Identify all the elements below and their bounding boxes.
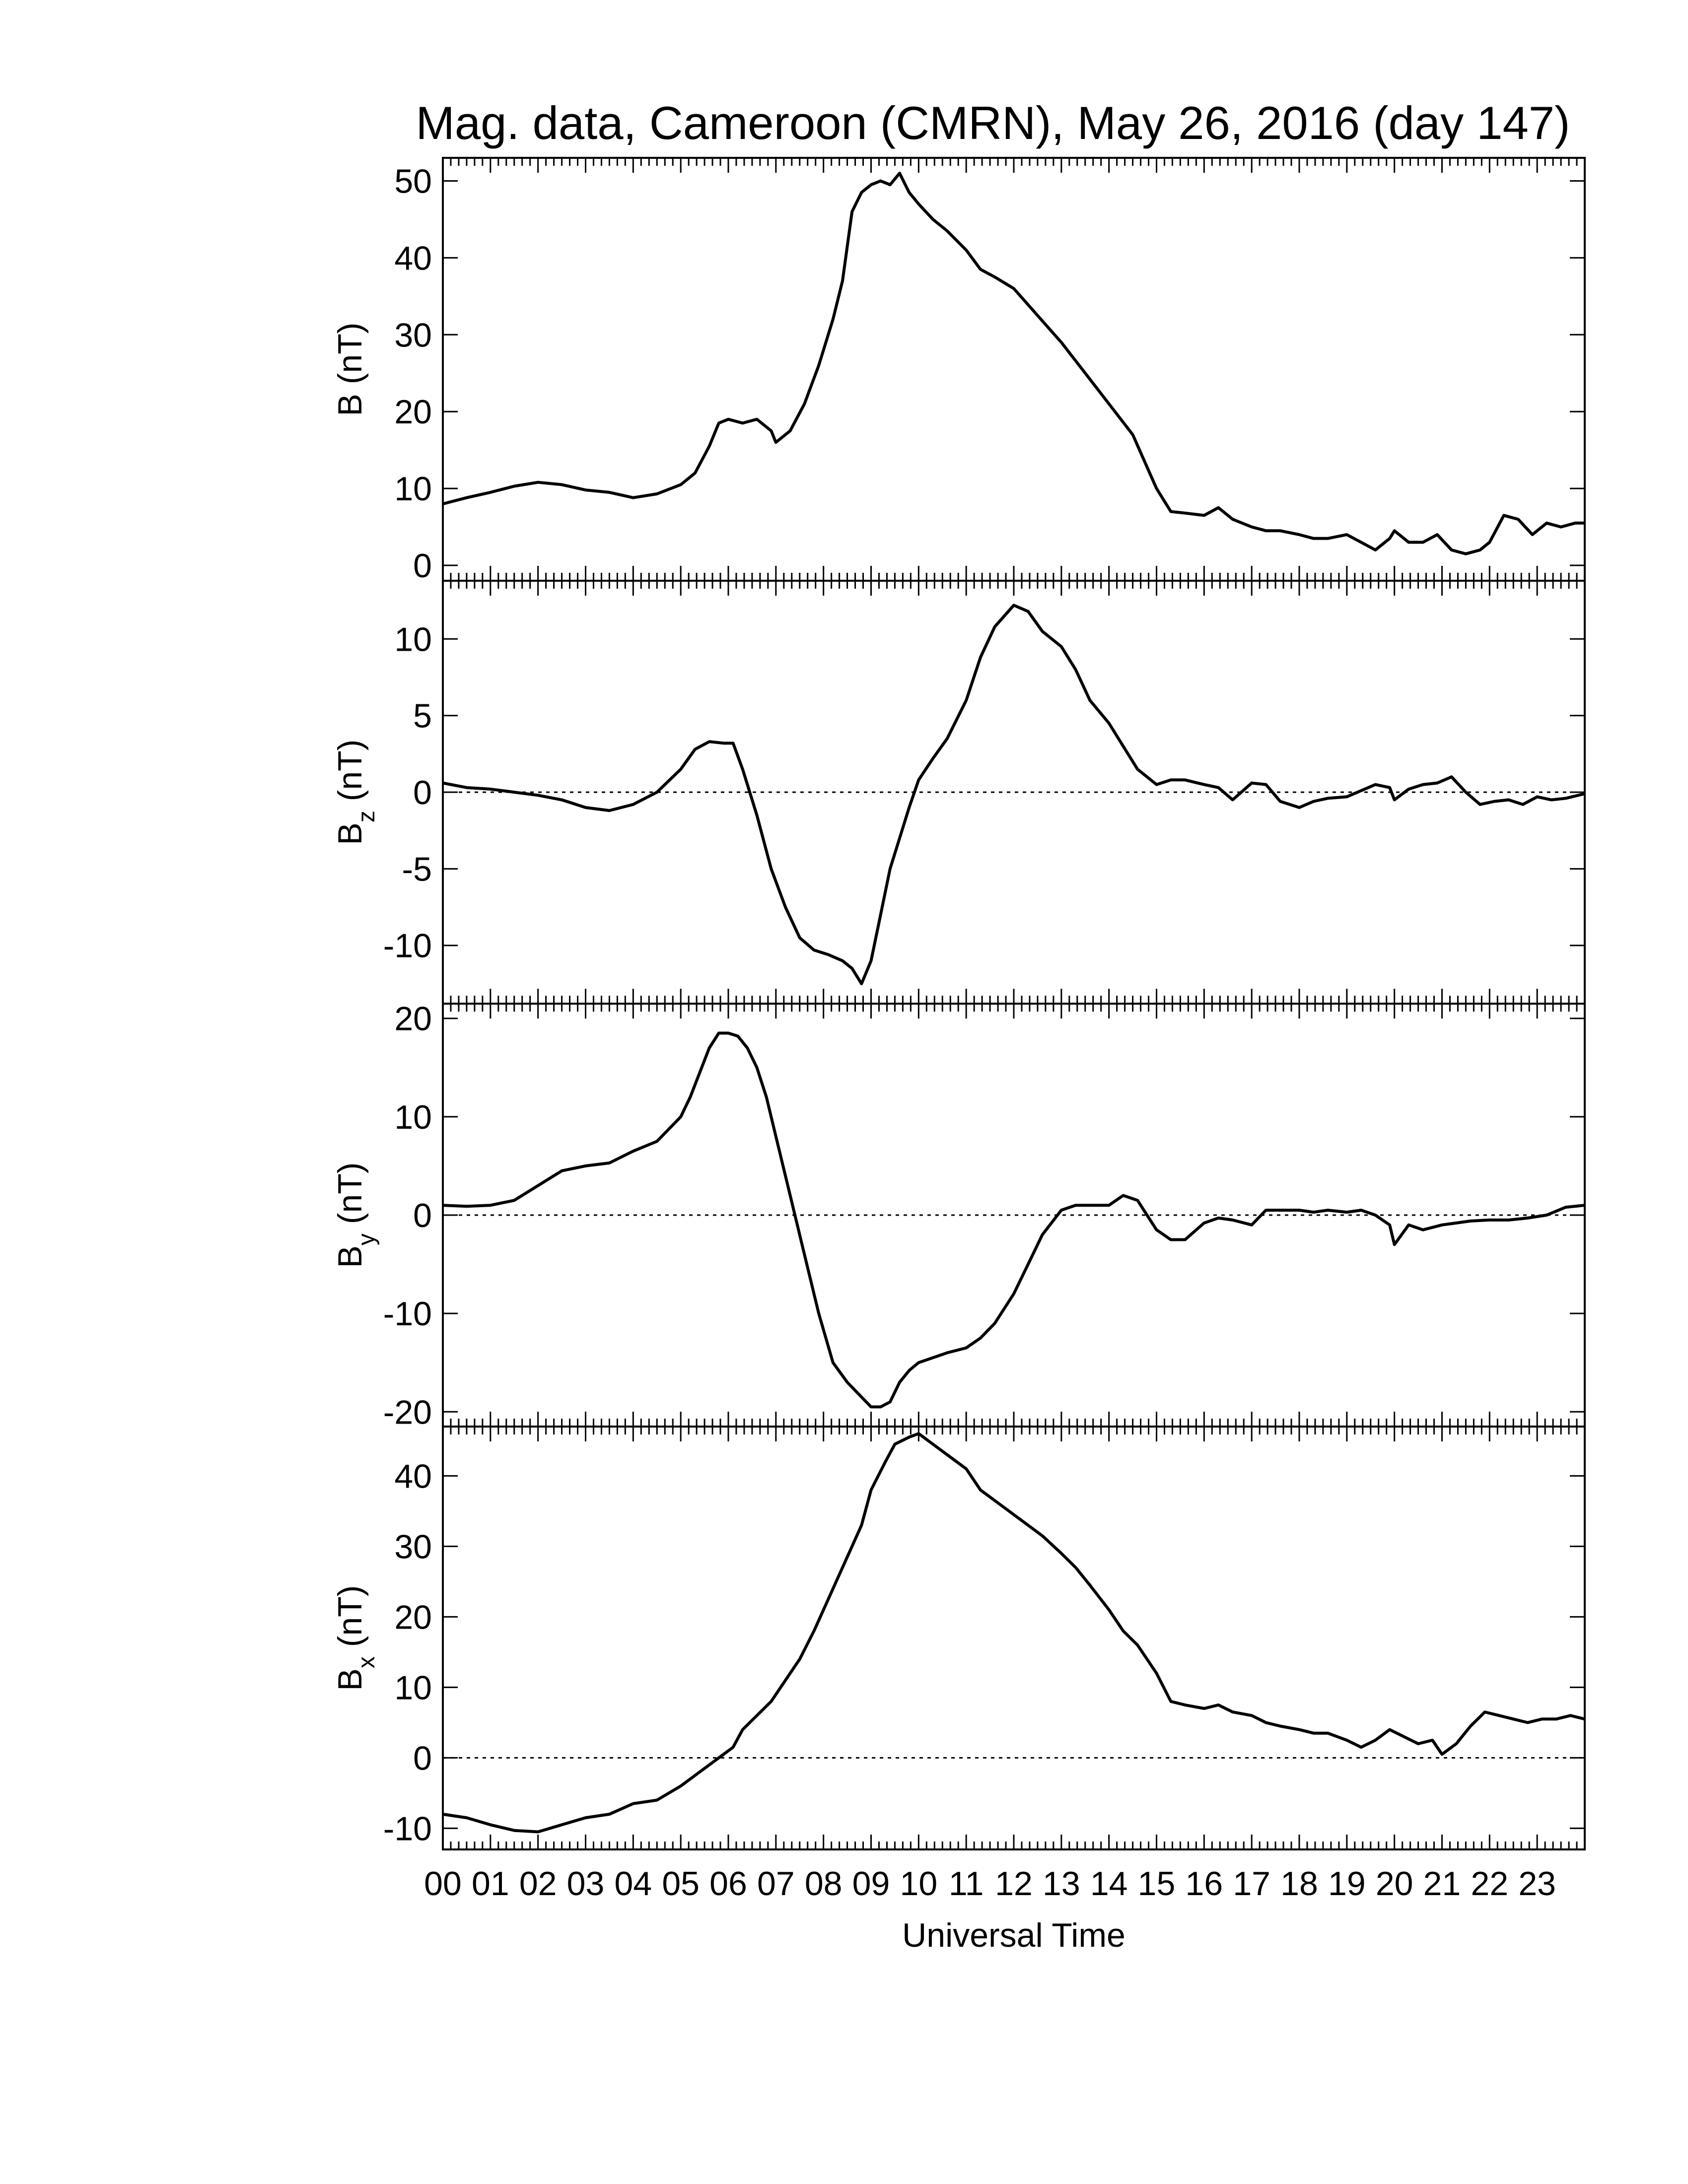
x-tick-label: 10 xyxy=(900,1865,938,1903)
y-axis-label-B: B (nT) xyxy=(331,323,369,416)
y-tick-label: 10 xyxy=(394,1098,432,1136)
y-tick-label: 20 xyxy=(394,1598,432,1636)
x-tick-label: 16 xyxy=(1186,1865,1223,1903)
x-tick-label: 07 xyxy=(757,1865,795,1903)
x-tick-label: 19 xyxy=(1328,1865,1366,1903)
x-tick-label: 06 xyxy=(709,1865,747,1903)
y-tick-label: -10 xyxy=(383,1295,432,1333)
x-tick-label: 00 xyxy=(424,1865,462,1903)
x-tick-label: 15 xyxy=(1138,1865,1176,1903)
x-tick-label: 22 xyxy=(1471,1865,1509,1903)
x-tick-label: 12 xyxy=(995,1865,1033,1903)
y-tick-label: 0 xyxy=(413,547,432,585)
x-axis-label: Universal Time xyxy=(902,1916,1125,1954)
y-tick-label: -20 xyxy=(383,1393,432,1431)
x-tick-label: 04 xyxy=(615,1865,652,1903)
x-tick-label: 18 xyxy=(1280,1865,1318,1903)
panel-Bx: -10 0 10 20 30 40 Bx (nT) xyxy=(331,1426,1586,1850)
y-tick-label: -10 xyxy=(383,1810,432,1847)
x-tick-label: 23 xyxy=(1518,1865,1556,1903)
x-tick-label: 11 xyxy=(949,1865,984,1903)
y-tick-label: 10 xyxy=(394,470,432,508)
y-tick-label: 10 xyxy=(394,620,432,658)
series-line-Bx xyxy=(442,1432,1585,1834)
x-tick-label: 09 xyxy=(852,1865,890,1903)
x-tick-label: 13 xyxy=(1043,1865,1080,1903)
y-tick-label: 50 xyxy=(394,162,432,200)
x-tick-label: 08 xyxy=(805,1865,843,1903)
y-tick-label: 30 xyxy=(394,1528,432,1566)
y-axis-label-By: By (nT) xyxy=(331,1162,380,1268)
y-tick-label: 10 xyxy=(394,1669,432,1706)
chart-title: Mag. data, Cameroon (CMRN), May 26, 2016… xyxy=(416,97,1570,149)
y-tick-label: 40 xyxy=(394,1457,432,1495)
x-tick-label: 01 xyxy=(472,1865,509,1903)
y-tick-label: 0 xyxy=(413,1197,432,1234)
y-axis-label-Bz: Bz (nT) xyxy=(331,740,380,845)
x-tick-label: 17 xyxy=(1233,1865,1270,1903)
y-tick-label: 0 xyxy=(413,774,432,812)
x-tick-label: 02 xyxy=(519,1865,557,1903)
series-line-B xyxy=(442,172,1585,555)
x-tick-label: 05 xyxy=(662,1865,700,1903)
y-tick-label: 5 xyxy=(413,697,432,735)
y-tick-label: 20 xyxy=(394,1000,432,1038)
x-tick-label: 20 xyxy=(1376,1865,1413,1903)
x-tick-label: 14 xyxy=(1090,1865,1128,1903)
series-line-By xyxy=(442,1031,1585,1409)
panel-B: 0 10 20 30 40 50 B (nT) xyxy=(331,157,1586,585)
x-tick-labels: 00 01 02 03 04 05 06 07 08 09 10 11 12 13 14 15 16 17 18 19… xyxy=(424,1865,1556,1903)
x-tick-label: 21 xyxy=(1423,1865,1461,1903)
y-tick-label: -5 xyxy=(402,850,432,888)
series-line-Bz xyxy=(442,604,1585,985)
y-axis-label-Bx: Bx (nT) xyxy=(331,1585,380,1691)
y-tick-label: -10 xyxy=(383,927,432,965)
y-tick-label: 40 xyxy=(394,239,432,277)
x-tick-label: 03 xyxy=(567,1865,605,1903)
y-tick-label: 0 xyxy=(413,1739,432,1777)
y-tick-label: 30 xyxy=(394,316,432,354)
y-tick-label: 20 xyxy=(394,393,432,431)
